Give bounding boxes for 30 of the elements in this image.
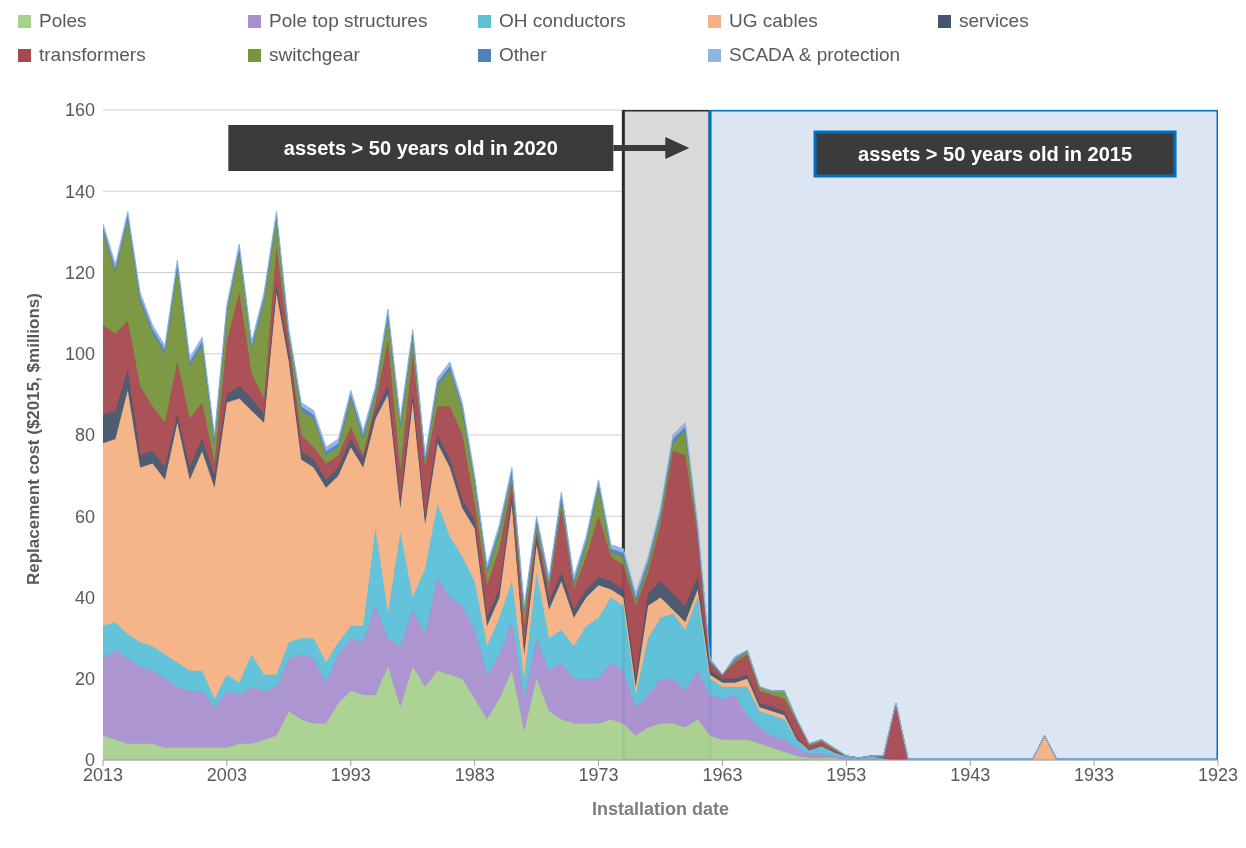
x-tick-label: 1983 [454, 764, 495, 785]
x-tick-label: 1943 [950, 764, 991, 785]
y-tick-label: 40 [74, 587, 95, 608]
x-tick-label: 2003 [206, 764, 247, 785]
x-tick-label: 1963 [702, 764, 743, 785]
legend-label: transformers [39, 44, 146, 66]
y-tick-label: 60 [74, 506, 95, 527]
y-axis-title: Replacement cost ($2015, $millions) [24, 293, 44, 585]
y-tick-label: 140 [64, 181, 95, 202]
y-tick-label: 160 [64, 100, 95, 121]
band-label: assets > 50 years old in 2015 [858, 143, 1133, 165]
legend-label: switchgear [269, 44, 360, 66]
annotation: assets > 50 years old in 2020 [283, 137, 558, 159]
legend-label: Pole top structures [269, 10, 428, 32]
legend-label: OH conductors [499, 10, 626, 32]
x-tick-label: 1933 [1074, 764, 1115, 785]
legend-label: SCADA & protection [729, 44, 901, 66]
x-tick-label: 1973 [578, 764, 619, 785]
legend-label: Other [499, 44, 547, 66]
y-tick-label: 100 [64, 344, 95, 365]
y-tick-label: 20 [74, 669, 95, 690]
x-tick-label: 1993 [330, 764, 371, 785]
legend-label: UG cables [729, 10, 818, 32]
legend-label: services [959, 10, 1029, 32]
legend-label: Poles [39, 10, 87, 32]
x-tick-label: 1923 [1197, 764, 1239, 785]
x-axis-title: Installation date [591, 799, 730, 819]
y-tick-label: 80 [74, 425, 95, 446]
y-tick-label: 120 [64, 262, 95, 283]
x-tick-label: 1953 [826, 764, 867, 785]
